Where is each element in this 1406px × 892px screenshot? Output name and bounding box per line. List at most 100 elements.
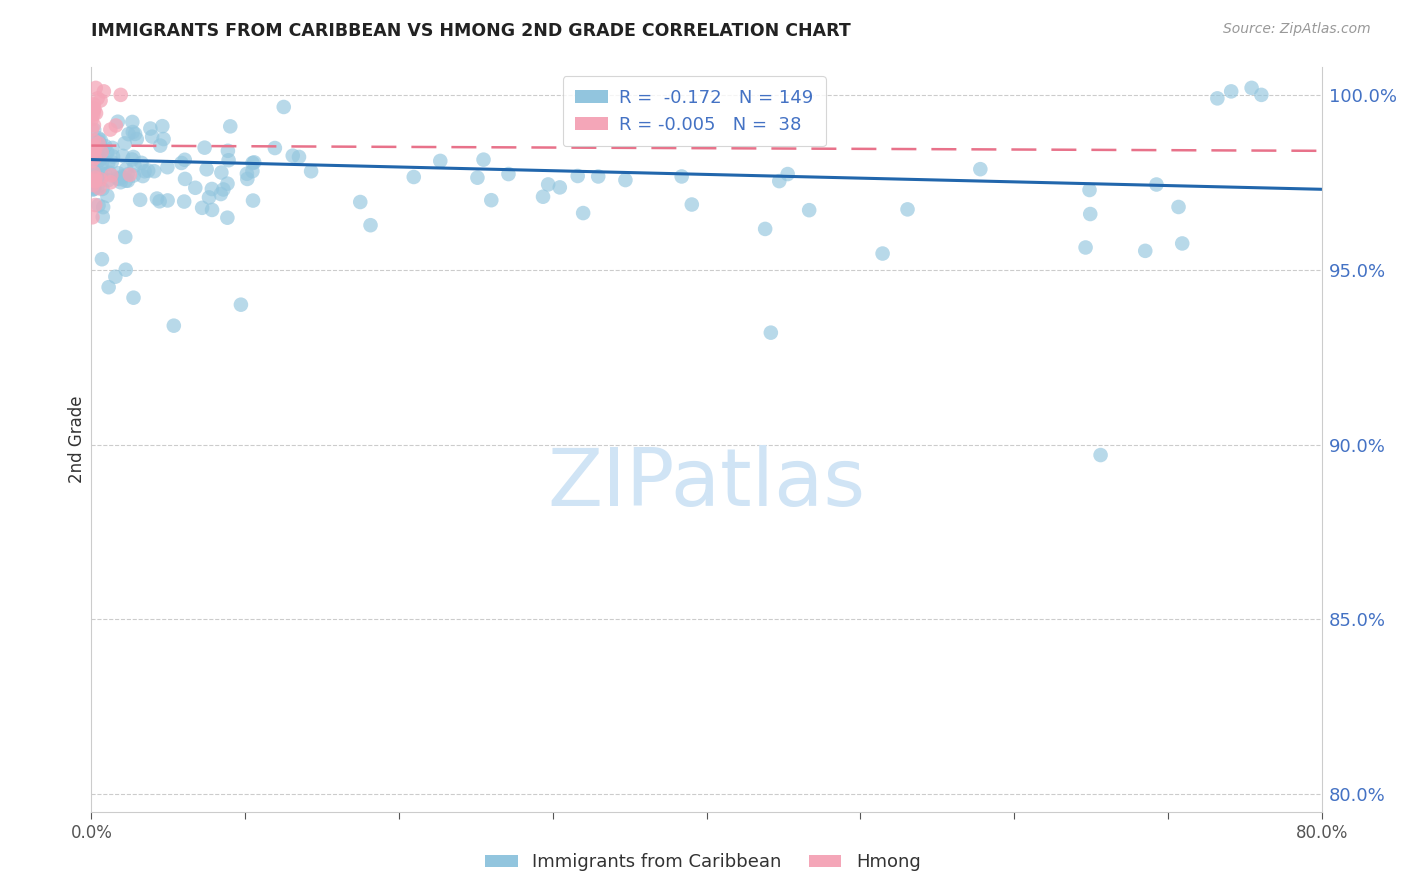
- Point: [97, 280, 120, 294]
- Point: [82, 139, 104, 153]
- Point: [104, 269, 127, 284]
- Point: [83, 166, 105, 180]
- Point: [84, 143, 107, 157]
- Point: [104, 119, 127, 133]
- Point: [83, 134, 105, 148]
- Point: [218, 153, 240, 168]
- Point: [107, 166, 129, 180]
- Point: [132, 169, 155, 183]
- Point: [121, 125, 143, 139]
- Point: [754, 222, 776, 236]
- Point: [97, 156, 120, 170]
- Point: [969, 162, 991, 177]
- Point: [242, 194, 264, 208]
- Point: [1078, 207, 1101, 221]
- Point: [107, 171, 129, 186]
- Point: [117, 167, 139, 181]
- Point: [149, 194, 172, 209]
- Point: [90, 94, 112, 108]
- Point: [759, 326, 782, 340]
- Point: [201, 182, 224, 196]
- Point: [1074, 240, 1097, 254]
- Point: [96, 145, 118, 160]
- Point: [84, 170, 107, 185]
- Point: [768, 174, 790, 188]
- Point: [131, 156, 153, 170]
- Point: [1090, 448, 1112, 462]
- Point: [84, 142, 107, 156]
- Point: [93, 84, 115, 98]
- Point: [82, 173, 104, 187]
- Point: [101, 141, 124, 155]
- Point: [149, 138, 172, 153]
- Point: [100, 169, 122, 183]
- Point: [114, 262, 136, 277]
- Point: [90, 152, 112, 166]
- Text: ZIPatlas: ZIPatlas: [547, 445, 866, 523]
- Point: [83, 139, 105, 153]
- Point: [572, 206, 595, 220]
- Point: [799, 203, 821, 218]
- Point: [156, 160, 179, 174]
- Point: [84, 106, 107, 120]
- Point: [83, 123, 105, 137]
- Point: [86, 180, 108, 194]
- Point: [288, 150, 311, 164]
- Point: [1135, 244, 1157, 258]
- Point: [80, 154, 103, 169]
- Point: [84, 174, 107, 188]
- Point: [776, 167, 799, 181]
- Point: [217, 144, 239, 158]
- Point: [90, 145, 112, 159]
- Point: [90, 166, 112, 180]
- Point: [1220, 84, 1243, 98]
- Point: [229, 298, 252, 312]
- Point: [156, 194, 179, 208]
- Point: [243, 155, 266, 169]
- Point: [173, 153, 195, 167]
- Point: [83, 174, 105, 188]
- Point: [80, 122, 103, 136]
- Point: [86, 150, 108, 164]
- Point: [174, 172, 197, 186]
- Point: [141, 129, 163, 144]
- Point: [83, 182, 105, 196]
- Point: [896, 202, 918, 217]
- Point: [1146, 178, 1168, 192]
- Point: [467, 170, 489, 185]
- Point: [184, 181, 207, 195]
- Point: [94, 139, 117, 153]
- Point: [124, 159, 146, 173]
- Point: [90, 172, 112, 186]
- Point: [236, 172, 259, 186]
- Point: [101, 155, 124, 169]
- Point: [89, 137, 111, 152]
- Point: [124, 127, 146, 141]
- Point: [84, 81, 107, 95]
- Point: [671, 169, 693, 184]
- Point: [83, 102, 105, 116]
- Point: [273, 100, 295, 114]
- Point: [472, 153, 495, 167]
- Point: [97, 173, 120, 187]
- Point: [87, 198, 110, 212]
- Point: [82, 211, 104, 225]
- Point: [96, 188, 118, 202]
- Point: [82, 183, 104, 197]
- Point: [163, 318, 186, 333]
- Point: [89, 153, 111, 168]
- Point: [201, 202, 224, 217]
- Point: [173, 194, 195, 209]
- Point: [479, 193, 502, 207]
- Point: [87, 131, 110, 145]
- Point: [1240, 81, 1263, 95]
- Point: [111, 169, 134, 184]
- Point: [134, 164, 156, 178]
- Point: [83, 118, 105, 132]
- Point: [94, 167, 117, 181]
- Point: [209, 165, 232, 179]
- Point: [83, 179, 105, 194]
- Point: [360, 218, 382, 232]
- Point: [614, 173, 637, 187]
- Point: [219, 120, 242, 134]
